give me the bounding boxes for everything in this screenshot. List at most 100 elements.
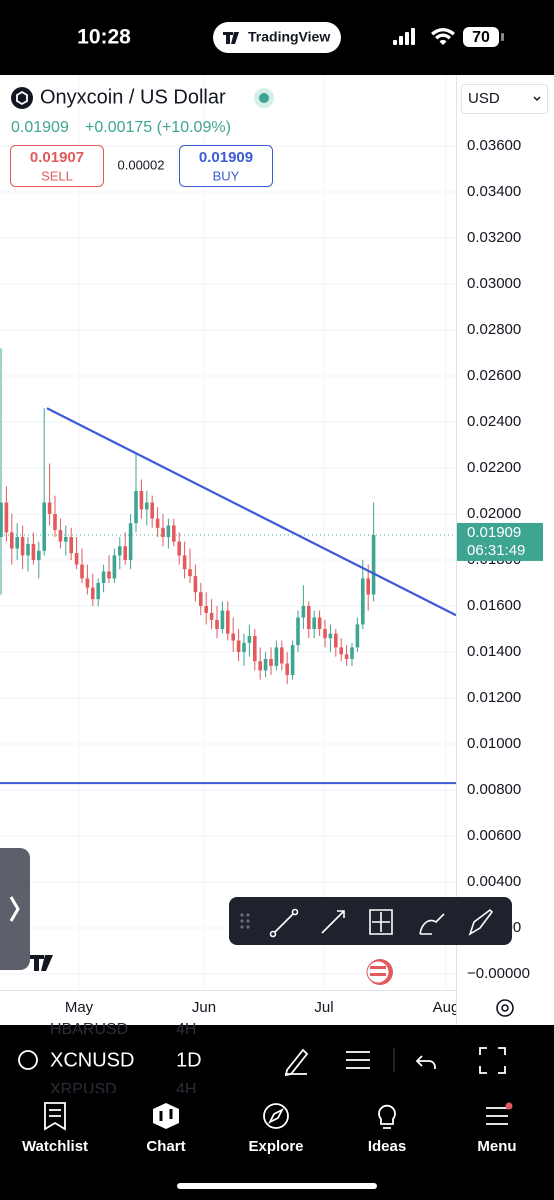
tab-label[interactable]: Explore <box>248 1138 303 1155</box>
buy-price: 0.01909 <box>199 149 253 166</box>
side-panel-handle[interactable] <box>0 848 30 970</box>
candle-body <box>231 633 235 641</box>
symbol-title[interactable]: Onyxcoin / US Dollar <box>40 86 226 108</box>
candle-body <box>101 571 106 584</box>
candle-body <box>118 546 122 556</box>
flag-stripe <box>370 973 386 976</box>
menu-icon <box>486 1107 508 1125</box>
tab-bar <box>0 1093 554 1200</box>
candle-body <box>58 530 63 542</box>
tv-watermark <box>30 955 53 971</box>
y-tick-label: 0.03200 <box>467 229 521 246</box>
candle-body <box>242 642 246 653</box>
candle-body <box>182 555 187 570</box>
candle-body <box>220 610 225 630</box>
y-tick-label: 0.02600 <box>467 367 521 384</box>
candle-body <box>204 606 208 613</box>
symbol[interactable]: XCNUSD <box>50 1049 134 1071</box>
x-tick-label: Jul <box>314 999 333 1016</box>
candle-body <box>350 647 354 659</box>
candle-body <box>128 523 133 561</box>
indicators-button[interactable] <box>346 1051 370 1069</box>
draw-button[interactable] <box>284 1048 309 1077</box>
explore-needle <box>267 1107 285 1125</box>
market-status[interactable] <box>259 93 269 103</box>
tab-label[interactable]: Ideas <box>368 1138 406 1155</box>
toolbar-grip <box>240 913 250 929</box>
y-tick-label: 0.02800 <box>467 321 521 338</box>
candle-body <box>344 654 349 659</box>
interval[interactable]: 1D <box>176 1049 202 1071</box>
candle-body <box>74 553 79 565</box>
clock: 10:28 <box>77 26 131 49</box>
fullscreen-button[interactable] <box>479 1047 506 1074</box>
measure-tool[interactable] <box>369 909 393 935</box>
candle-body <box>199 592 203 607</box>
candle-body <box>328 633 333 639</box>
home-indicator <box>177 1183 377 1189</box>
currency-chevron <box>533 96 541 102</box>
y-tick-label: 0.01400 <box>467 643 521 660</box>
candle-body <box>269 658 273 666</box>
candle-body <box>145 502 149 510</box>
buy-button[interactable] <box>179 145 273 187</box>
candle-body <box>31 543 36 561</box>
candle-body <box>85 578 90 588</box>
symbol-bar <box>0 1025 554 1093</box>
currency-select[interactable] <box>461 84 548 114</box>
candle-body <box>339 647 343 655</box>
coin-logo-mark <box>16 90 28 106</box>
prev-symbol: HBARUSD <box>50 1021 128 1038</box>
candle-body <box>69 537 73 554</box>
trend-line-tool[interactable] <box>273 912 295 934</box>
candle-body <box>226 610 230 634</box>
y-tick-label: 0.01600 <box>467 597 521 614</box>
buy-label: BUY <box>213 168 240 183</box>
settings-icon <box>501 1004 509 1012</box>
explore-icon <box>263 1103 289 1129</box>
candle-body <box>253 635 257 662</box>
candle-body <box>334 633 338 648</box>
candle-body <box>53 514 57 531</box>
price-axis: 0.03600 0.03400 0.03200 0.03000 0.02800 0.026… <box>457 137 543 982</box>
wifi <box>431 28 455 45</box>
candle-body <box>112 555 117 579</box>
candle-body <box>280 647 284 664</box>
candle-body <box>290 645 295 676</box>
ray-tool[interactable] <box>321 910 345 934</box>
sell-button[interactable] <box>10 145 104 187</box>
undo-button[interactable] <box>415 1055 436 1069</box>
candle-body <box>0 502 3 538</box>
y-tick-label: 0.03600 <box>467 137 521 154</box>
battery-level: 70 <box>472 29 490 46</box>
candle-body <box>258 661 262 671</box>
candle-body <box>247 635 252 643</box>
trend-line <box>46 407 456 617</box>
settings-button[interactable] <box>496 999 514 1017</box>
candle-body <box>193 576 198 593</box>
tab-label[interactable]: Chart <box>146 1138 185 1155</box>
battery <box>463 27 499 47</box>
currency: USD <box>468 90 500 107</box>
candle-body <box>123 546 127 561</box>
arrow-tool[interactable] <box>468 908 494 936</box>
candle-body <box>285 663 289 676</box>
tab-label[interactable]: Menu <box>477 1138 516 1155</box>
candle-body <box>10 532 14 549</box>
tab-label[interactable]: Watchlist <box>22 1138 88 1155</box>
candle-body <box>26 543 30 556</box>
app-pill[interactable] <box>213 22 341 53</box>
brush-tool[interactable] <box>419 913 445 935</box>
chart-icon-candles <box>159 1109 173 1121</box>
price-label: 0.01909 <box>467 524 521 541</box>
candle-body <box>139 491 144 510</box>
candle-body <box>150 502 154 519</box>
y-tick-label: 0.02400 <box>467 413 521 430</box>
candle-body <box>274 647 279 666</box>
x-tick-label: Aug <box>433 999 460 1016</box>
tool-handle <box>291 908 299 916</box>
handle-chevron <box>9 896 20 922</box>
price-change: +0.00175 (+10.09%) <box>85 119 231 136</box>
event-flag <box>366 960 390 984</box>
coin-logo <box>11 87 33 109</box>
